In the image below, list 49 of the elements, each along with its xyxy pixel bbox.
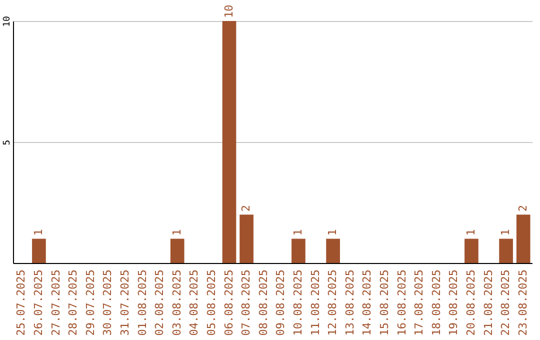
data-label: 1 [464,229,478,236]
x-tick-label: 10.08.2025 [291,270,304,336]
x-tick-label: 31.07.2025 [118,270,132,336]
x-tick-label: 15.08.2025 [378,270,391,336]
bar [326,238,340,263]
bar [222,21,236,263]
data-label: 10 [222,4,236,18]
x-tick-label: 17.08.2025 [412,270,426,336]
x-tick-label: 20.08.2025 [464,270,478,336]
x-tick-label: 03.08.2025 [170,270,184,336]
data-label: 1 [32,229,45,236]
x-tick-label: 14.08.2025 [360,270,374,336]
x-tick-label: 02.08.2025 [153,270,166,336]
x-tick-label: 05.08.2025 [204,270,218,336]
x-tick-label: 26.07.2025 [32,270,45,336]
x-tick-label: 08.08.2025 [256,270,270,336]
x-tick-label: 22.08.2025 [499,270,512,336]
x-tick-label: 04.08.2025 [188,270,201,336]
x-tick-label: 16.08.2025 [395,270,408,336]
x-tick-label: 18.08.2025 [430,270,443,336]
data-label: 2 [516,204,530,212]
x-tick-label: 11.08.2025 [308,270,322,336]
bar [170,238,184,263]
data-label: 1 [291,229,304,236]
data-label: 1 [170,229,184,236]
x-tick-label: 30.07.2025 [101,270,114,336]
x-tick-label: 19.08.2025 [447,270,460,336]
x-tick-label: 29.07.2025 [84,270,97,336]
bar [292,238,306,263]
data-label: 2 [240,204,253,212]
bar [240,214,254,263]
x-tick-label: 23.08.2025 [516,270,530,336]
bar [516,214,530,263]
x-tick-label: 28.07.2025 [66,270,80,336]
x-tick-label: 06.08.2025 [222,270,236,336]
y-tick-label: 5 [2,140,12,146]
bar [499,238,513,263]
x-tick-label: 21.08.2025 [482,270,495,336]
x-tick-label: 13.08.2025 [343,270,356,336]
x-tick-label: 12.08.2025 [326,270,340,336]
x-tick-label: 27.07.2025 [49,270,62,336]
bar [32,238,46,263]
bar [464,238,478,263]
x-tick-label: 25.07.2025 [14,270,28,336]
data-label: 1 [326,229,340,236]
data-label: 1 [499,229,512,236]
x-tick-label: 09.08.2025 [274,270,288,336]
x-tick-label: 07.08.2025 [240,270,253,336]
x-tick-label: 01.08.2025 [136,270,149,336]
